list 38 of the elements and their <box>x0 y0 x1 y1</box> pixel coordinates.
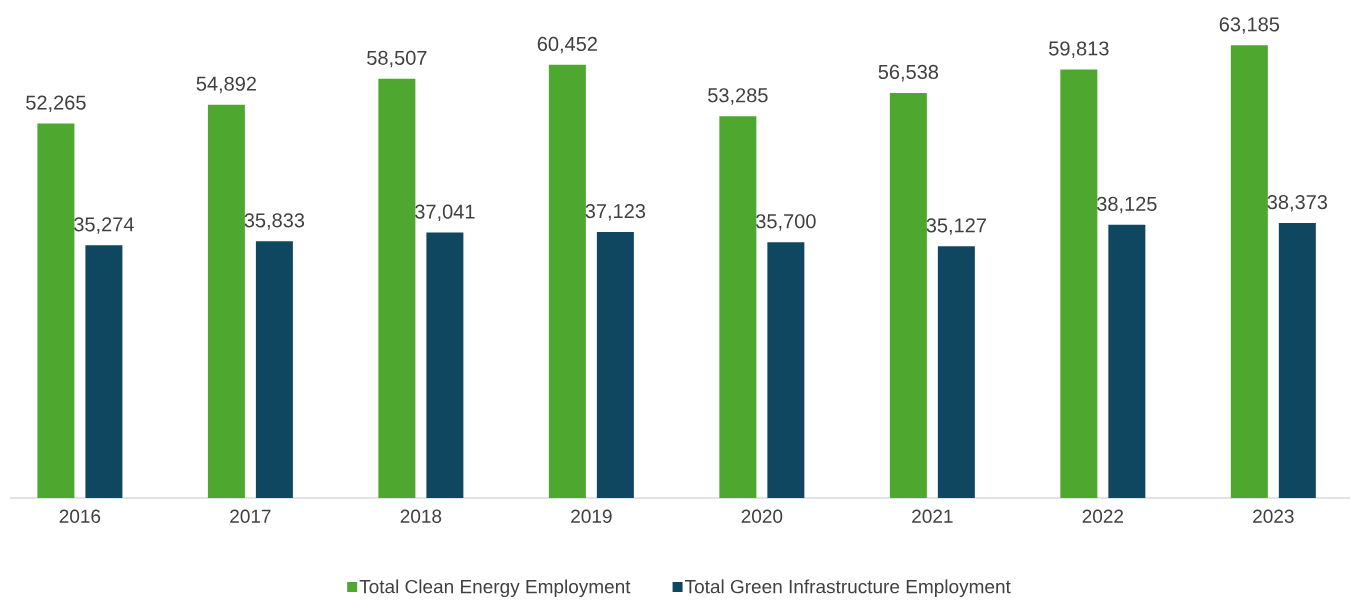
bar <box>1278 223 1316 498</box>
bar <box>37 123 75 498</box>
bar <box>719 116 757 498</box>
data-label: 58,507 <box>367 50 427 68</box>
bar <box>255 241 293 498</box>
data-label: 56,538 <box>878 64 939 82</box>
x-tick-label: 2021 <box>912 509 953 523</box>
bar <box>767 242 805 498</box>
data-label: 53,285 <box>708 88 768 105</box>
data-label: 60,452 <box>537 36 597 54</box>
bar <box>1108 224 1146 498</box>
x-tick-label: 2020 <box>741 509 783 523</box>
x-tick-label: 2017 <box>230 509 271 523</box>
bar <box>548 64 586 498</box>
x-tick-label: 2016 <box>59 509 101 523</box>
bar <box>1230 45 1268 498</box>
x-tick-label: 2022 <box>1082 509 1124 523</box>
bar <box>85 245 123 498</box>
x-tick-label: 2019 <box>571 509 612 523</box>
data-label: 35,700 <box>756 214 816 231</box>
data-label: 52,265 <box>26 95 86 112</box>
data-label: 38,125 <box>1097 196 1157 214</box>
data-label: 37,041 <box>415 204 475 222</box>
legend-label: Total Green Infrastructure Employment <box>684 579 1011 598</box>
bar <box>889 92 927 498</box>
data-label: 63,185 <box>1219 17 1280 34</box>
x-tick-label: 2023 <box>1253 509 1294 523</box>
data-label: 59,813 <box>1049 41 1109 58</box>
bar <box>426 232 464 498</box>
x-tick-label: 2018 <box>400 509 442 523</box>
bar <box>207 104 245 498</box>
bar <box>1060 69 1098 498</box>
data-label: 35,274 <box>74 217 134 234</box>
bar <box>937 246 975 498</box>
bar <box>596 232 634 498</box>
bar <box>378 78 416 498</box>
legend-label: Total Clean Energy Employment <box>359 579 631 598</box>
data-label: 54,892 <box>196 76 256 94</box>
